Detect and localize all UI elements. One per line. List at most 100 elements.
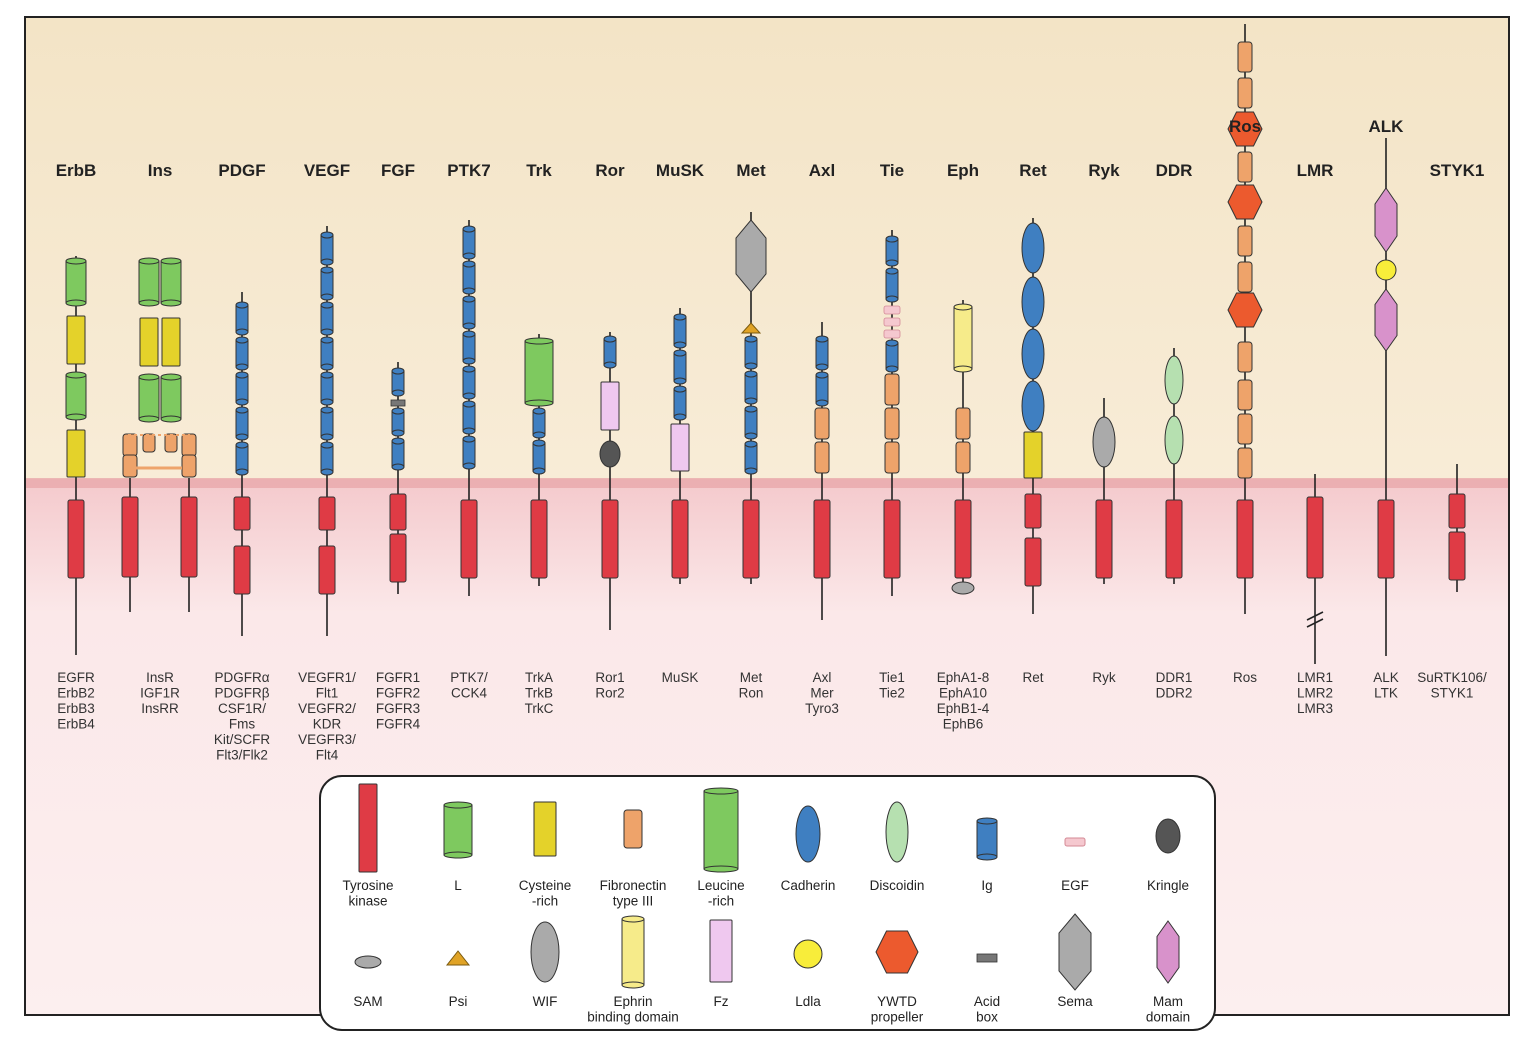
member-name: Ryk (1092, 670, 1115, 685)
kinase-domain (1024, 537, 1042, 587)
ig-domain-body (462, 333, 476, 362)
family-name-tie: Tie (880, 161, 904, 180)
member-name: LTK (1374, 686, 1398, 701)
leucine-rich-icon (703, 787, 739, 873)
l-domain (138, 373, 160, 423)
receptor-ryk (1092, 398, 1116, 584)
ig-domain-body (235, 339, 249, 368)
ig-domain-body (462, 263, 476, 292)
ig-domain-top (673, 349, 687, 357)
fz-domain (600, 381, 620, 431)
ig-domain (320, 336, 334, 371)
fibronectin-domain (884, 441, 900, 474)
l-domain-base (138, 415, 160, 423)
ig-domain (462, 295, 476, 330)
member-name: Mer (810, 686, 834, 701)
receptor-pdgf (233, 292, 251, 636)
ig-domain-base (235, 433, 249, 441)
ig-domain-base (673, 413, 687, 421)
break-mark (1306, 611, 1324, 621)
member-name: FGFR3 (376, 701, 420, 716)
kinase-icon (358, 783, 378, 873)
ig-domain-base (603, 361, 617, 369)
ig-domain (391, 437, 405, 471)
ig-domain-base (320, 328, 334, 336)
ig-domain-body (320, 234, 334, 263)
receptor-met (735, 212, 767, 584)
ig-domain-top (673, 313, 687, 321)
sema-icon (1058, 913, 1092, 991)
legend-label: Ig (981, 878, 992, 893)
ig-domain (462, 330, 476, 365)
leucine-rich-domain-top (524, 337, 554, 345)
ig-domain-top (320, 301, 334, 309)
ig-domain-base (320, 398, 334, 406)
family-name-lmr: LMR (1297, 161, 1334, 180)
kinase-domain (460, 499, 478, 579)
legend-label: binding domain (587, 1010, 679, 1025)
member-name: SuRTK106/ (1417, 670, 1487, 685)
ephrin-icon-base (621, 981, 645, 989)
ig-domain-body (320, 339, 334, 368)
member-name: DDR2 (1156, 686, 1193, 701)
sam-domain (951, 581, 975, 595)
ig-domain-base (391, 429, 405, 437)
legend-item-fz: Fz (709, 919, 733, 1009)
receptor-ins (121, 257, 198, 612)
fibronectin-domain (884, 373, 900, 406)
ig-domain (603, 335, 617, 369)
fibronectin-domain (1237, 341, 1253, 373)
ywtd-propeller-domain (1227, 184, 1263, 220)
legend-item-leucine: Leucine-rich (697, 787, 745, 909)
ig-domain-base (320, 258, 334, 266)
ig-domain-top (235, 406, 249, 414)
fibronectin-domain (122, 454, 138, 478)
ig-domain-top (320, 231, 334, 239)
ig-domain-body (320, 269, 334, 298)
ig-domain-body (744, 373, 758, 402)
kinase-domain (1306, 496, 1324, 579)
ig-domain-base (462, 357, 476, 365)
cysteine-rich-domain (66, 315, 86, 365)
l-domain (160, 373, 182, 423)
family-name-musk: MuSK (656, 161, 705, 180)
ig-domain-body (744, 408, 758, 437)
legend-label: Fibronectin (600, 878, 667, 893)
ig-domain-top (462, 330, 476, 338)
leucine-rich-icon-body (703, 790, 739, 870)
kinase-domain (954, 499, 972, 579)
legend-item-cys: Cysteine-rich (519, 801, 571, 909)
legend-item-kringle: Kringle (1147, 818, 1189, 893)
cysteine-rich-domain (66, 429, 86, 478)
egf-domain (883, 329, 901, 339)
member-name: MuSK (662, 670, 699, 685)
receptor-eph (951, 300, 975, 595)
discoidin-domain (1164, 415, 1184, 465)
member-name: EphA1-8 (937, 670, 990, 685)
ig-domain-top (391, 367, 405, 375)
fibronectin-domain (181, 433, 197, 457)
member-name: Fms (229, 717, 255, 732)
ig-domain-base (815, 363, 829, 371)
kinase-domain (813, 499, 831, 579)
ig-domain-base (744, 467, 758, 475)
member-name: Ror1 (595, 670, 624, 685)
ig-domain-body (462, 438, 476, 467)
l-domain-top (65, 257, 87, 265)
ig-domain-body (462, 298, 476, 327)
legend-label: Kringle (1147, 878, 1189, 893)
kinase-domain (67, 499, 85, 579)
l-domain-base (65, 413, 87, 421)
ig-domain-body (462, 228, 476, 257)
kinase-domain (1095, 499, 1113, 579)
l-domain-base (65, 299, 87, 307)
egf-domain (883, 305, 901, 315)
legend-label: Acid (974, 994, 1000, 1009)
ig-domain-base (532, 431, 546, 439)
ig-domain-base (462, 392, 476, 400)
ig-domain-body (320, 444, 334, 473)
member-name: Flt3/Flk2 (216, 748, 268, 763)
legend-label: Leucine (697, 878, 744, 893)
member-name: ALK (1373, 670, 1399, 685)
